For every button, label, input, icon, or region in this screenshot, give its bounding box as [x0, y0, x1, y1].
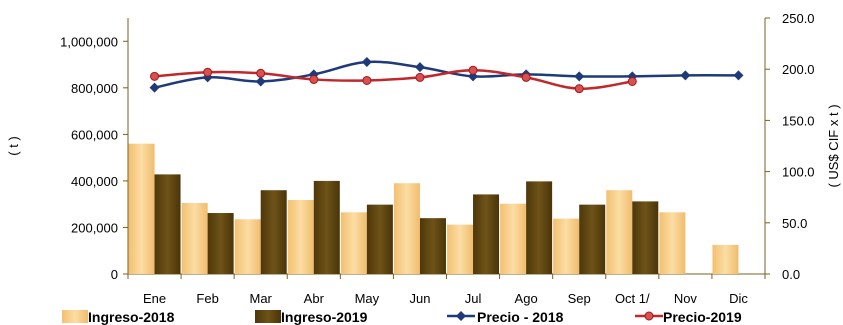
y-tick-label: 0 — [111, 267, 118, 282]
bar-ingreso-2018 — [553, 218, 580, 274]
x-tick-label: Abr — [304, 291, 325, 306]
point-precio-2019 — [362, 75, 372, 85]
point-precio-2018 — [361, 57, 372, 68]
legend-label-ingreso-2018: Ingreso-2018 — [88, 309, 175, 325]
x-tick-label: May — [355, 291, 380, 306]
bars — [128, 143, 739, 274]
bar-ingreso-2019 — [260, 190, 287, 274]
x-tick-label: Jul — [465, 291, 482, 306]
bar-ingreso-2019 — [473, 194, 500, 274]
y-tick-label: 1,000,000 — [60, 34, 118, 49]
point-precio-2018 — [414, 62, 425, 73]
lines — [149, 57, 744, 94]
point-precio-2019 — [203, 67, 213, 77]
point-precio-2019 — [468, 65, 478, 75]
point-precio-2019 — [256, 68, 266, 78]
bar-ingreso-2019 — [313, 180, 340, 274]
x-ticks: Ene Feb Mar Abr May Jun Jul Ago Sep Oct 1/Nov Dic — [127, 274, 766, 306]
y-axis-label: ( t ) — [6, 136, 21, 156]
legend-label-ingreso-2019: Ingreso-2019 — [281, 309, 368, 325]
y-tick-label: 400,000 — [71, 174, 118, 189]
legend-marker-precio-2018 — [456, 311, 466, 321]
point-precio-2018 — [733, 70, 744, 81]
bar-ingreso-2018 — [393, 183, 420, 274]
y2-tick-label: 50.0 — [782, 216, 807, 231]
x-tick-label: Oct 1/ — [615, 291, 650, 306]
bar-ingreso-2019 — [207, 213, 234, 274]
y-tick-label: 600,000 — [71, 127, 118, 142]
legend-swatch-ingreso-2019 — [255, 310, 281, 323]
x-tick-label: Ene — [143, 291, 166, 306]
x-tick-label: Feb — [196, 291, 218, 306]
y2-axis-label: ( US$ CIF x t ) — [826, 104, 841, 187]
legend-swatch-ingreso-2018 — [62, 310, 88, 323]
point-precio-2018 — [149, 82, 160, 93]
point-precio-2019 — [415, 72, 425, 82]
x-tick-label: Dic — [729, 291, 748, 306]
y2-tick-label: 200.0 — [782, 62, 815, 77]
y2-tick-label: 100.0 — [782, 165, 815, 180]
bar-ingreso-2018 — [606, 190, 633, 274]
bar-ingreso-2018 — [500, 203, 527, 274]
bar-ingreso-2018 — [128, 143, 155, 274]
bar-ingreso-2018 — [287, 199, 314, 274]
x-tick-label: Sep — [568, 291, 591, 306]
line-precio-2018 — [154, 60, 739, 89]
legend: Ingreso-2018 Ingreso-2019 Precio - 2018 … — [62, 309, 742, 325]
x-tick-label: Jun — [409, 291, 430, 306]
legend-label-precio-2019: Precio-2019 — [663, 309, 742, 325]
bar-ingreso-2018 — [712, 244, 739, 274]
bar-ingreso-2019 — [579, 204, 606, 274]
point-precio-2018 — [255, 76, 266, 87]
bar-ingreso-2018 — [659, 212, 686, 274]
bar-ingreso-2019 — [632, 201, 659, 274]
point-precio-2018 — [574, 71, 585, 82]
x-tick-label: Mar — [250, 291, 273, 306]
point-precio-2018 — [680, 70, 691, 81]
y2-tick-label: 150.0 — [782, 113, 815, 128]
bar-ingreso-2018 — [447, 224, 474, 274]
bar-ingreso-2019 — [419, 218, 446, 274]
point-precio-2019 — [574, 84, 584, 94]
point-precio-2019 — [150, 71, 160, 81]
y2-tick-label: 0.0 — [782, 267, 800, 282]
legend-marker-precio-2019 — [644, 311, 654, 321]
y-tick-label: 200,000 — [71, 220, 118, 235]
bar-ingreso-2019 — [366, 204, 393, 274]
y-ticks: 0 200,000 400,000 600,000 800,000 1,000,000 — [60, 34, 128, 282]
bar-ingreso-2018 — [181, 203, 208, 274]
x-tick-label: Ago — [515, 291, 538, 306]
bar-ingreso-2018 — [340, 212, 367, 274]
bar-ingreso-2019 — [154, 174, 181, 274]
line-precio-2019 — [154, 68, 633, 90]
point-precio-2019 — [627, 76, 637, 86]
y2-tick-label: 250.0 — [782, 11, 815, 26]
legend-label-precio-2018: Precio - 2018 — [477, 309, 564, 325]
bar-ingreso-2019 — [526, 181, 553, 274]
y2-ticks: 0.0 50.0 100.0 150.0 200.0 250.0 — [765, 11, 815, 282]
point-precio-2019 — [309, 74, 319, 84]
y-tick-label: 800,000 — [71, 81, 118, 96]
x-tick-label: Nov — [674, 291, 698, 306]
point-precio-2019 — [521, 72, 531, 82]
bar-ingreso-2018 — [234, 219, 261, 274]
